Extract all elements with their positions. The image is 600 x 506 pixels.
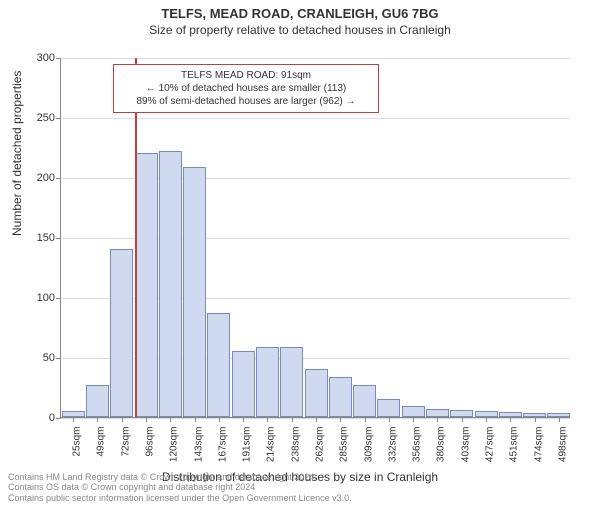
xtick-label: 49sqm [96,427,107,457]
histogram-bar [280,347,303,417]
footer-line: Contains OS data © Crown copyright and d… [8,482,352,493]
xtick-mark [292,417,293,422]
xtick-mark [559,417,560,422]
ytick-label: 50 [43,352,55,364]
histogram-bar [232,351,255,417]
chart-area: 05010015020025030025sqm49sqm72sqm96sqm12… [60,58,570,418]
gridline [61,118,570,119]
histogram-bar [110,249,133,417]
xtick-mark [510,417,511,422]
histogram-bar [305,369,328,417]
ytick-label: 0 [49,412,55,424]
xtick-mark [316,417,317,422]
histogram-bar [256,347,279,417]
xtick-mark [340,417,341,422]
histogram-bar [207,313,230,417]
footer-line: Contains HM Land Registry data © Crown c… [8,472,352,483]
ytick-mark [56,118,61,119]
ytick-label: 100 [37,292,55,304]
xtick-mark [486,417,487,422]
xtick-label: 380sqm [436,427,447,463]
xtick-label: 309sqm [363,427,374,463]
chart-subtitle: Size of property relative to detached ho… [0,23,600,37]
xtick-label: 262sqm [315,427,326,463]
xtick-label: 25sqm [72,427,83,457]
ytick-label: 300 [37,52,55,64]
xtick-mark [73,417,74,422]
xtick-mark [195,417,196,422]
histogram-bar [135,153,158,417]
xtick-mark [146,417,147,422]
gridline [61,58,570,59]
xtick-mark [97,417,98,422]
xtick-mark [170,417,171,422]
histogram-bar [426,409,449,417]
histogram-bar [402,406,425,417]
annotation-line: 89% of semi-detached houses are larger (… [122,95,370,108]
histogram-bar [159,151,182,417]
xtick-label: 427sqm [485,427,496,463]
ytick-label: 200 [37,172,55,184]
xtick-label: 214sqm [266,427,277,463]
xtick-label: 96sqm [145,427,156,457]
xtick-mark [389,417,390,422]
xtick-label: 451sqm [509,427,520,463]
y-axis-label: Number of detached properties [10,71,24,236]
histogram-bar [353,385,376,417]
xtick-label: 403sqm [460,427,471,463]
xtick-mark [462,417,463,422]
ytick-mark [56,298,61,299]
xtick-mark [243,417,244,422]
xtick-label: 285sqm [339,427,350,463]
xtick-label: 238sqm [290,427,301,463]
histogram-bar [450,410,473,417]
xtick-label: 191sqm [242,427,253,463]
plot-region: 05010015020025030025sqm49sqm72sqm96sqm12… [60,58,570,418]
ytick-mark [56,238,61,239]
xtick-label: 167sqm [217,427,228,463]
chart-title: TELFS, MEAD ROAD, CRANLEIGH, GU6 7BG [0,6,600,21]
xtick-mark [413,417,414,422]
ytick-mark [56,358,61,359]
xtick-mark [437,417,438,422]
annotation-line: TELFS MEAD ROAD: 91sqm [122,69,370,82]
xtick-label: 332sqm [387,427,398,463]
ytick-mark [56,58,61,59]
histogram-bar [86,385,109,417]
xtick-label: 474sqm [533,427,544,463]
histogram-bar [377,399,400,417]
footer-line: Contains public sector information licen… [8,493,352,504]
xtick-mark [122,417,123,422]
xtick-label: 120sqm [169,427,180,463]
xtick-label: 498sqm [557,427,568,463]
ytick-label: 250 [37,112,55,124]
ytick-mark [56,178,61,179]
annotation-line: ← 10% of detached houses are smaller (11… [122,82,370,95]
xtick-label: 72sqm [120,427,131,457]
xtick-mark [219,417,220,422]
histogram-bar [183,167,206,417]
histogram-bar [329,377,352,417]
xtick-mark [535,417,536,422]
ytick-mark [56,418,61,419]
footer-attribution: Contains HM Land Registry data © Crown c… [8,472,352,504]
ytick-label: 150 [37,232,55,244]
xtick-mark [365,417,366,422]
annotation-box: TELFS MEAD ROAD: 91sqm← 10% of detached … [113,64,379,113]
xtick-mark [267,417,268,422]
xtick-label: 143sqm [193,427,204,463]
xtick-label: 356sqm [412,427,423,463]
